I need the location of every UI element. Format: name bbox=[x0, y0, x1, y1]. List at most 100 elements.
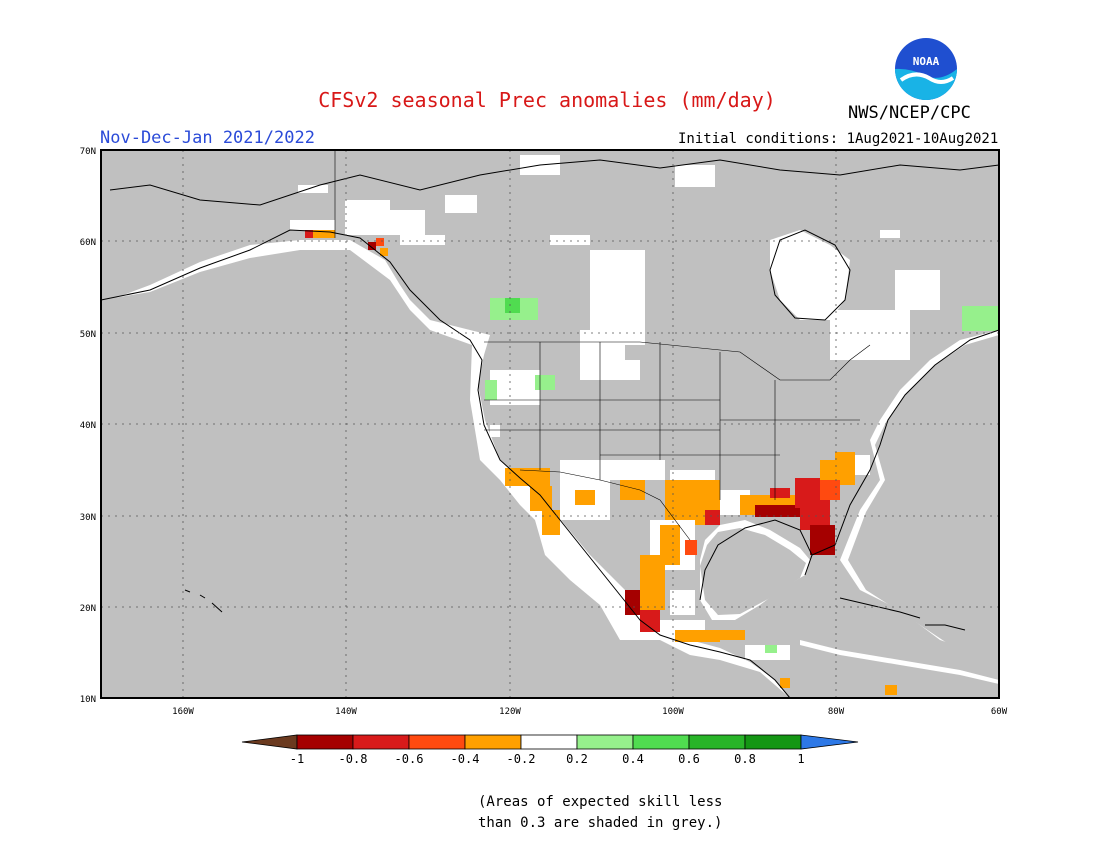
anomaly-cell bbox=[380, 248, 388, 256]
lat-label: 30N bbox=[80, 513, 96, 523]
anomaly-cell bbox=[490, 425, 500, 437]
lon-label: 120W bbox=[499, 707, 521, 717]
agency-label: NWS/NCEP/CPC bbox=[848, 103, 971, 123]
lon-label: 100W bbox=[662, 707, 684, 717]
hudson-bay bbox=[770, 230, 850, 320]
colorbar-tick-label: 0.2 bbox=[566, 752, 588, 766]
anomaly-cell bbox=[880, 230, 900, 238]
atlantic-coast bbox=[811, 329, 1000, 556]
anomaly-cell bbox=[755, 505, 800, 517]
anomaly-cell bbox=[765, 645, 777, 653]
skill-note-line-2: than 0.3 are shaded in grey.) bbox=[478, 815, 723, 831]
colorbar-tick-label: -0.8 bbox=[339, 752, 368, 766]
colorbar bbox=[241, 734, 859, 750]
skill-note: (Areas of expected skill less than 0.3 a… bbox=[478, 792, 722, 834]
anomaly-cell bbox=[835, 452, 855, 467]
colorbar-tick-label: -1 bbox=[290, 752, 304, 766]
anomaly-cell bbox=[535, 375, 555, 390]
anomaly-cell bbox=[962, 306, 999, 331]
colorbar-bin bbox=[576, 734, 634, 750]
lat-label: 50N bbox=[80, 330, 96, 340]
anomaly-cell bbox=[313, 230, 335, 238]
colorbar-bin bbox=[688, 734, 746, 750]
anomaly-cell bbox=[770, 488, 790, 498]
map-frame bbox=[100, 149, 1000, 699]
skill-note-line-1: (Areas of expected skill less bbox=[478, 794, 723, 810]
colorbar-bin bbox=[296, 734, 354, 750]
colorbar-bin bbox=[408, 734, 466, 750]
colorbar-bin bbox=[464, 734, 522, 750]
noaa-logo: NOAA bbox=[895, 38, 957, 100]
anomaly-cell bbox=[600, 360, 640, 380]
us-canada-border bbox=[484, 341, 871, 381]
lon-label: 160W bbox=[172, 707, 194, 717]
colorbar-bin bbox=[632, 734, 690, 750]
colorbar-bin bbox=[744, 734, 802, 750]
anomaly-cell bbox=[610, 460, 665, 480]
anomaly-cell bbox=[542, 510, 560, 535]
anomaly-cell bbox=[720, 630, 745, 640]
season-label: Nov-Dec-Jan 2021/2022 bbox=[100, 128, 315, 148]
lat-label: 40N bbox=[80, 421, 96, 431]
north-america-coast bbox=[100, 229, 791, 699]
anomaly-cell bbox=[685, 540, 697, 555]
anomaly-cell bbox=[505, 468, 550, 486]
anomaly-cell bbox=[705, 510, 720, 525]
anomaly-cell bbox=[575, 490, 595, 505]
anomaly-cell bbox=[385, 210, 425, 235]
colorbar-tick-label: -0.6 bbox=[395, 752, 424, 766]
hispaniola-coast bbox=[925, 624, 966, 631]
colorbar-tick-label: 1 bbox=[797, 752, 804, 766]
anomaly-cell bbox=[590, 250, 645, 345]
lon-label: 140W bbox=[335, 707, 357, 717]
anomaly-cell bbox=[855, 455, 870, 475]
anomaly-cell bbox=[485, 380, 497, 400]
colorbar-bin bbox=[352, 734, 410, 750]
initial-conditions-label: Initial conditions: 1Aug2021-10Aug2021 bbox=[678, 131, 999, 147]
pacific-mask bbox=[101, 250, 790, 698]
anomaly-cell bbox=[625, 590, 640, 615]
map-title: CFSv2 seasonal Prec anomalies (mm/day) bbox=[318, 88, 776, 112]
anomaly-cell bbox=[298, 185, 328, 193]
anomaly-cell bbox=[640, 580, 665, 610]
colorbar-bin bbox=[520, 734, 578, 750]
anomaly-cell bbox=[400, 235, 445, 245]
anomaly-cell bbox=[376, 238, 384, 246]
anomaly-cell bbox=[505, 298, 520, 313]
caribbean-mask bbox=[800, 645, 999, 698]
anomaly-cell bbox=[670, 590, 695, 615]
colorbar-above-arrow bbox=[800, 734, 859, 750]
cuba-coast bbox=[839, 597, 921, 619]
hudson-bay-coast bbox=[769, 229, 851, 321]
anomaly-cell bbox=[368, 242, 376, 250]
anomaly-cell bbox=[640, 555, 665, 580]
atlantic-mask bbox=[848, 335, 999, 662]
arctic-coast bbox=[109, 159, 1000, 206]
ocean-masks bbox=[101, 250, 999, 698]
coastlines bbox=[100, 159, 1000, 699]
anomaly-cell bbox=[895, 270, 940, 310]
anomaly-cell bbox=[675, 165, 715, 187]
anomaly-cell bbox=[345, 200, 390, 235]
lat-label: 20N bbox=[80, 604, 96, 614]
lat-label: 10N bbox=[80, 695, 96, 705]
colorbar-tick-label: 0.8 bbox=[734, 752, 756, 766]
colorbar-tick-label: 0.6 bbox=[678, 752, 700, 766]
colorbar-tick-label: -0.2 bbox=[507, 752, 536, 766]
lat-label: 70N bbox=[80, 147, 96, 157]
anomaly-cell bbox=[530, 486, 552, 511]
gridlines bbox=[101, 150, 999, 698]
gulf-coast bbox=[699, 519, 813, 601]
lon-label: 60W bbox=[991, 707, 1008, 717]
noaa-logo-bird bbox=[899, 72, 955, 84]
noaa-logo-text: NOAA bbox=[913, 55, 940, 68]
anomaly-cell bbox=[830, 310, 910, 360]
colorbar-tick-label: -0.4 bbox=[451, 752, 480, 766]
anomaly-cell bbox=[445, 195, 477, 213]
colorbar-tick-label: 0.4 bbox=[622, 752, 644, 766]
hawaii-islands bbox=[184, 589, 223, 613]
anomaly-cell bbox=[780, 678, 790, 688]
anomaly-cell bbox=[885, 685, 897, 695]
gulf-mask bbox=[700, 528, 806, 615]
